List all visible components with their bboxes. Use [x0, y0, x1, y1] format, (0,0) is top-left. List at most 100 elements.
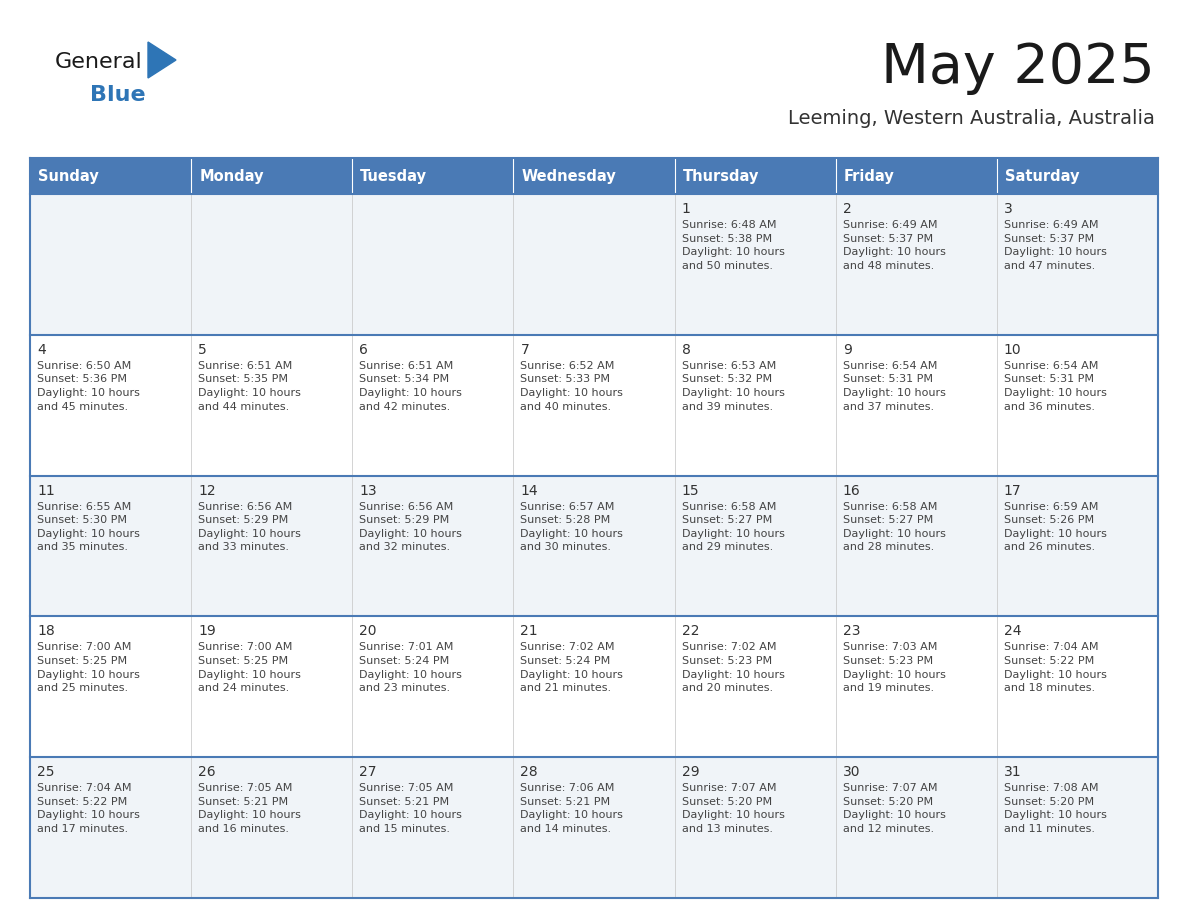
Text: 13: 13 — [359, 484, 377, 498]
Text: Sunrise: 7:02 AM
Sunset: 5:24 PM
Daylight: 10 hours
and 21 minutes.: Sunrise: 7:02 AM Sunset: 5:24 PM Dayligh… — [520, 643, 624, 693]
Text: Friday: Friday — [843, 169, 895, 184]
Text: 8: 8 — [682, 342, 690, 357]
Text: Blue: Blue — [90, 85, 146, 105]
Bar — [191, 616, 353, 757]
Text: 3: 3 — [1004, 202, 1012, 216]
Bar — [997, 616, 1158, 757]
Bar — [835, 335, 997, 476]
Bar — [675, 476, 835, 616]
Text: Sunrise: 6:48 AM
Sunset: 5:38 PM
Daylight: 10 hours
and 50 minutes.: Sunrise: 6:48 AM Sunset: 5:38 PM Dayligh… — [682, 220, 784, 271]
Text: 20: 20 — [359, 624, 377, 638]
Text: 1: 1 — [682, 202, 690, 216]
Text: 12: 12 — [198, 484, 216, 498]
Text: 21: 21 — [520, 624, 538, 638]
Bar — [353, 616, 513, 757]
Text: Sunrise: 6:58 AM
Sunset: 5:27 PM
Daylight: 10 hours
and 29 minutes.: Sunrise: 6:58 AM Sunset: 5:27 PM Dayligh… — [682, 501, 784, 553]
Bar — [835, 757, 997, 898]
Bar — [835, 194, 997, 335]
Bar — [675, 757, 835, 898]
Bar — [30, 335, 191, 476]
Text: Sunrise: 7:07 AM
Sunset: 5:20 PM
Daylight: 10 hours
and 12 minutes.: Sunrise: 7:07 AM Sunset: 5:20 PM Dayligh… — [842, 783, 946, 834]
Bar — [513, 616, 675, 757]
Text: Sunrise: 7:05 AM
Sunset: 5:21 PM
Daylight: 10 hours
and 16 minutes.: Sunrise: 7:05 AM Sunset: 5:21 PM Dayligh… — [198, 783, 301, 834]
Text: Sunrise: 6:51 AM
Sunset: 5:34 PM
Daylight: 10 hours
and 42 minutes.: Sunrise: 6:51 AM Sunset: 5:34 PM Dayligh… — [359, 361, 462, 411]
Bar — [353, 757, 513, 898]
Text: Sunday: Sunday — [38, 169, 99, 184]
Bar — [997, 158, 1158, 194]
Text: Sunrise: 6:55 AM
Sunset: 5:30 PM
Daylight: 10 hours
and 35 minutes.: Sunrise: 6:55 AM Sunset: 5:30 PM Dayligh… — [37, 501, 140, 553]
Bar — [30, 194, 191, 335]
Bar — [997, 335, 1158, 476]
Text: 17: 17 — [1004, 484, 1022, 498]
Bar — [835, 616, 997, 757]
Text: Sunrise: 7:07 AM
Sunset: 5:20 PM
Daylight: 10 hours
and 13 minutes.: Sunrise: 7:07 AM Sunset: 5:20 PM Dayligh… — [682, 783, 784, 834]
Bar — [191, 335, 353, 476]
Text: Saturday: Saturday — [1005, 169, 1080, 184]
Text: 14: 14 — [520, 484, 538, 498]
Bar — [513, 194, 675, 335]
Text: Sunrise: 6:54 AM
Sunset: 5:31 PM
Daylight: 10 hours
and 37 minutes.: Sunrise: 6:54 AM Sunset: 5:31 PM Dayligh… — [842, 361, 946, 411]
Text: 2: 2 — [842, 202, 852, 216]
Text: Sunrise: 7:00 AM
Sunset: 5:25 PM
Daylight: 10 hours
and 24 minutes.: Sunrise: 7:00 AM Sunset: 5:25 PM Dayligh… — [198, 643, 301, 693]
Bar — [191, 158, 353, 194]
Text: Sunrise: 7:00 AM
Sunset: 5:25 PM
Daylight: 10 hours
and 25 minutes.: Sunrise: 7:00 AM Sunset: 5:25 PM Dayligh… — [37, 643, 140, 693]
Text: Sunrise: 7:06 AM
Sunset: 5:21 PM
Daylight: 10 hours
and 14 minutes.: Sunrise: 7:06 AM Sunset: 5:21 PM Dayligh… — [520, 783, 624, 834]
Bar — [353, 158, 513, 194]
Bar — [513, 335, 675, 476]
Text: Sunrise: 6:56 AM
Sunset: 5:29 PM
Daylight: 10 hours
and 32 minutes.: Sunrise: 6:56 AM Sunset: 5:29 PM Dayligh… — [359, 501, 462, 553]
Text: 24: 24 — [1004, 624, 1022, 638]
Bar — [675, 158, 835, 194]
Text: 9: 9 — [842, 342, 852, 357]
Text: 7: 7 — [520, 342, 529, 357]
Text: 10: 10 — [1004, 342, 1022, 357]
Text: 16: 16 — [842, 484, 860, 498]
Text: Sunrise: 7:02 AM
Sunset: 5:23 PM
Daylight: 10 hours
and 20 minutes.: Sunrise: 7:02 AM Sunset: 5:23 PM Dayligh… — [682, 643, 784, 693]
Text: 22: 22 — [682, 624, 699, 638]
Text: 6: 6 — [359, 342, 368, 357]
Text: Sunrise: 6:59 AM
Sunset: 5:26 PM
Daylight: 10 hours
and 26 minutes.: Sunrise: 6:59 AM Sunset: 5:26 PM Dayligh… — [1004, 501, 1107, 553]
Bar — [191, 757, 353, 898]
Text: 25: 25 — [37, 766, 55, 779]
Text: Sunrise: 7:05 AM
Sunset: 5:21 PM
Daylight: 10 hours
and 15 minutes.: Sunrise: 7:05 AM Sunset: 5:21 PM Dayligh… — [359, 783, 462, 834]
Text: Sunrise: 6:57 AM
Sunset: 5:28 PM
Daylight: 10 hours
and 30 minutes.: Sunrise: 6:57 AM Sunset: 5:28 PM Dayligh… — [520, 501, 624, 553]
Bar — [353, 335, 513, 476]
Bar — [675, 616, 835, 757]
Text: Sunrise: 7:04 AM
Sunset: 5:22 PM
Daylight: 10 hours
and 18 minutes.: Sunrise: 7:04 AM Sunset: 5:22 PM Dayligh… — [1004, 643, 1107, 693]
Text: Sunrise: 7:03 AM
Sunset: 5:23 PM
Daylight: 10 hours
and 19 minutes.: Sunrise: 7:03 AM Sunset: 5:23 PM Dayligh… — [842, 643, 946, 693]
Text: May 2025: May 2025 — [881, 41, 1155, 95]
Text: Leeming, Western Australia, Australia: Leeming, Western Australia, Australia — [788, 108, 1155, 128]
Bar — [30, 158, 191, 194]
Bar — [675, 335, 835, 476]
Text: Sunrise: 6:50 AM
Sunset: 5:36 PM
Daylight: 10 hours
and 45 minutes.: Sunrise: 6:50 AM Sunset: 5:36 PM Dayligh… — [37, 361, 140, 411]
Text: Sunrise: 6:49 AM
Sunset: 5:37 PM
Daylight: 10 hours
and 48 minutes.: Sunrise: 6:49 AM Sunset: 5:37 PM Dayligh… — [842, 220, 946, 271]
Text: 15: 15 — [682, 484, 700, 498]
Bar — [30, 616, 191, 757]
Text: General: General — [55, 52, 143, 72]
Text: Thursday: Thursday — [683, 169, 759, 184]
Bar — [997, 757, 1158, 898]
Bar — [30, 757, 191, 898]
Text: Sunrise: 7:01 AM
Sunset: 5:24 PM
Daylight: 10 hours
and 23 minutes.: Sunrise: 7:01 AM Sunset: 5:24 PM Dayligh… — [359, 643, 462, 693]
Text: 27: 27 — [359, 766, 377, 779]
Text: 4: 4 — [37, 342, 46, 357]
Bar — [513, 158, 675, 194]
Bar — [997, 194, 1158, 335]
Bar — [513, 476, 675, 616]
Text: Wednesday: Wednesday — [522, 169, 617, 184]
Bar — [191, 194, 353, 335]
Polygon shape — [148, 42, 176, 78]
Text: 26: 26 — [198, 766, 216, 779]
Text: Sunrise: 7:04 AM
Sunset: 5:22 PM
Daylight: 10 hours
and 17 minutes.: Sunrise: 7:04 AM Sunset: 5:22 PM Dayligh… — [37, 783, 140, 834]
Text: Sunrise: 6:49 AM
Sunset: 5:37 PM
Daylight: 10 hours
and 47 minutes.: Sunrise: 6:49 AM Sunset: 5:37 PM Dayligh… — [1004, 220, 1107, 271]
Text: 30: 30 — [842, 766, 860, 779]
Bar — [353, 194, 513, 335]
Text: Sunrise: 7:08 AM
Sunset: 5:20 PM
Daylight: 10 hours
and 11 minutes.: Sunrise: 7:08 AM Sunset: 5:20 PM Dayligh… — [1004, 783, 1107, 834]
Bar — [513, 757, 675, 898]
Text: 19: 19 — [198, 624, 216, 638]
Text: 11: 11 — [37, 484, 55, 498]
Bar — [675, 194, 835, 335]
Text: 29: 29 — [682, 766, 700, 779]
Bar — [997, 476, 1158, 616]
Bar — [835, 158, 997, 194]
Text: Sunrise: 6:54 AM
Sunset: 5:31 PM
Daylight: 10 hours
and 36 minutes.: Sunrise: 6:54 AM Sunset: 5:31 PM Dayligh… — [1004, 361, 1107, 411]
